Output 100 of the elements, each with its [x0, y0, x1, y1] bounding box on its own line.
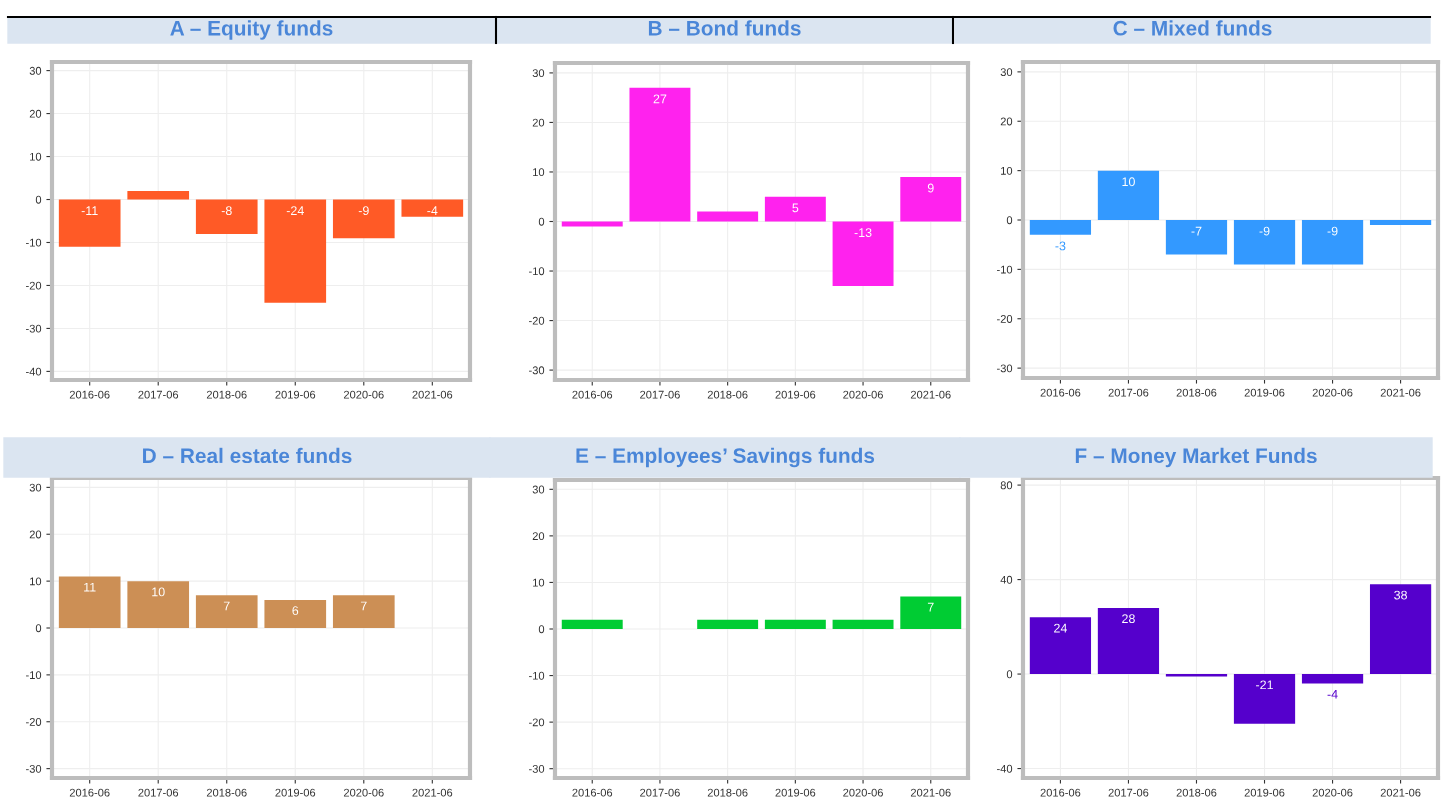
y-tick-label: -20: [26, 281, 42, 290]
y-tick-label: -20: [26, 718, 42, 726]
x-tick-label: 2017-06: [640, 390, 680, 399]
y-tick-label: 0: [35, 195, 42, 204]
chart-title: B – Bond funds: [648, 20, 801, 36]
bar: [629, 87, 691, 222]
data-label: 28: [1122, 614, 1135, 624]
y-tick-label: 10: [1001, 166, 1013, 175]
x-tick-label: 2016-06: [572, 390, 613, 399]
x-tick-label: 2017-06: [138, 788, 179, 797]
y-tick-label: -30: [26, 764, 42, 773]
y-tick-label: 30: [532, 485, 545, 494]
y-tick-label: -10: [997, 265, 1013, 274]
bar: [832, 221, 894, 286]
bar: [1097, 607, 1160, 675]
data-label: 7: [223, 601, 230, 611]
y-tick-label: -30: [997, 364, 1013, 373]
data-label: 10: [1122, 177, 1135, 187]
x-tick-label: 2020-06: [1312, 788, 1353, 797]
x-tick-label: 2016-06: [1040, 388, 1081, 397]
y-tick-label: -10: [26, 671, 42, 680]
x-tick-label: 2016-06: [1040, 788, 1081, 797]
x-tick-label: 2020-06: [843, 788, 883, 797]
y-tick-label: 0: [1006, 216, 1013, 225]
bar: [697, 211, 759, 222]
x-tick-label: 2017-06: [1108, 388, 1149, 397]
x-tick-label: 2016-06: [572, 788, 613, 797]
x-tick-label: 2021-06: [910, 788, 951, 797]
bar: [264, 599, 327, 628]
y-tick-label: 30: [29, 483, 42, 492]
x-tick-label: 2020-06: [1312, 388, 1353, 397]
x-tick-label: 2019-06: [775, 788, 816, 797]
bar: [764, 196, 826, 222]
bar: [1301, 674, 1364, 684]
y-tick-label: 30: [29, 66, 42, 75]
data-label: 7: [927, 602, 934, 612]
bar: [1369, 584, 1432, 675]
data-label: 38: [1394, 590, 1407, 600]
x-tick-label: 2021-06: [910, 390, 951, 399]
x-tick-label: 2019-06: [275, 788, 316, 797]
y-tick-label: 20: [1000, 117, 1013, 126]
bar: [1029, 617, 1092, 675]
y-tick-label: 20: [29, 530, 42, 539]
x-tick-label: 2019-06: [1244, 788, 1285, 797]
x-tick-label: 2017-06: [138, 390, 179, 399]
y-tick-label: 20: [532, 532, 545, 541]
y-tick-label: -10: [529, 267, 545, 276]
x-tick-label: 2017-06: [1108, 788, 1149, 797]
data-label: 11: [84, 582, 96, 592]
data-label: -4: [427, 206, 438, 215]
data-label: -24: [286, 206, 304, 215]
data-label: -4: [1327, 689, 1338, 699]
chart-title: C – Mixed funds: [1113, 20, 1272, 36]
chart-title: E – Employees’ Savings funds: [576, 447, 875, 468]
data-label: 27: [653, 94, 667, 104]
y-tick-label: -40: [26, 367, 42, 376]
bar: [195, 595, 258, 628]
y-tick-label: 40: [1000, 575, 1013, 584]
data-label: -7: [1191, 226, 1202, 236]
y-tick-label: -20: [529, 718, 545, 727]
bar: [1233, 674, 1296, 724]
x-tick-label: 2021-06: [1380, 788, 1421, 797]
data-label: 6: [292, 606, 299, 616]
bar: [332, 595, 395, 628]
x-tick-label: 2019-06: [275, 390, 316, 399]
y-tick-label: 10: [533, 168, 545, 177]
y-tick-label: 10: [533, 578, 545, 587]
data-label: 24: [1054, 623, 1067, 633]
data-label: -8: [221, 206, 232, 216]
y-tick-label: -10: [26, 238, 42, 247]
y-tick-label: 10: [30, 577, 42, 586]
x-tick-label: 2018-06: [707, 390, 748, 399]
y-tick-label: -20: [529, 316, 545, 325]
y-tick-label: -40: [997, 764, 1013, 773]
x-tick-label: 2020-06: [843, 390, 883, 399]
x-tick-label: 2021-06: [412, 390, 453, 399]
x-tick-label: 2016-06: [69, 390, 110, 399]
x-tick-label: 2018-06: [1176, 388, 1217, 397]
y-tick-label: 0: [1006, 670, 1013, 679]
x-tick-label: 2018-06: [206, 390, 247, 399]
data-label: 10: [152, 587, 165, 597]
y-tick-label: 80: [1000, 481, 1013, 490]
bar: [900, 176, 962, 222]
chart-title: A – Equity funds: [170, 20, 333, 40]
y-tick-label: 0: [35, 624, 42, 633]
data-label: -13: [854, 228, 872, 238]
y-tick-label: 20: [532, 118, 545, 127]
data-label: 9: [927, 183, 934, 193]
y-tick-label: -20: [997, 315, 1013, 323]
x-tick-label: 2018-06: [707, 788, 748, 797]
y-tick-label: 20: [29, 109, 42, 118]
y-tick-label: -30: [529, 366, 545, 375]
bar: [58, 576, 121, 628]
x-tick-label: 2021-06: [1380, 388, 1421, 397]
y-tick-label: -10: [529, 671, 545, 680]
x-tick-label: 2019-06: [1244, 388, 1285, 397]
bar: [127, 581, 190, 628]
x-tick-label: 2020-06: [343, 788, 384, 797]
y-tick-label: 30: [1000, 68, 1013, 77]
y-tick-label: 30: [532, 69, 545, 78]
